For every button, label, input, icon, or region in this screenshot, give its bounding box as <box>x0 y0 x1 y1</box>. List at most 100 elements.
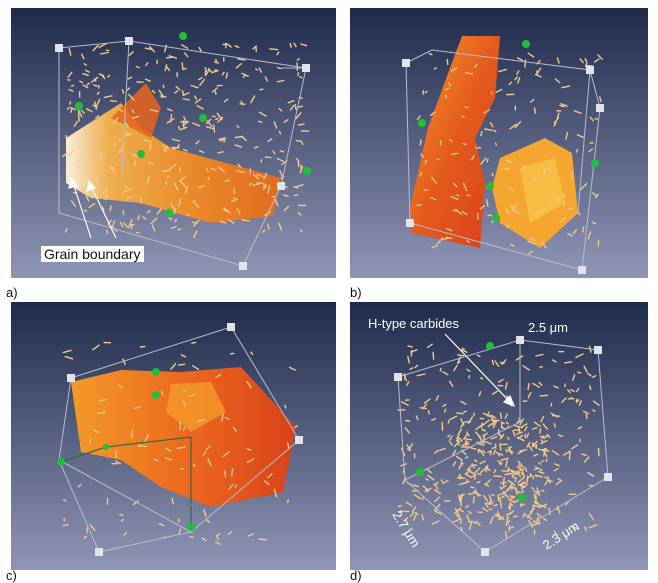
carbide-particle <box>62 151 68 158</box>
carbide-particle <box>406 381 410 386</box>
carbide-particle <box>562 450 572 456</box>
carbide-particle <box>192 122 201 127</box>
carbide-particle <box>141 216 147 220</box>
carbide-particle <box>544 447 549 452</box>
carbide-particle <box>218 166 226 173</box>
carbide-particle <box>288 366 296 371</box>
carbide-particle <box>257 120 263 123</box>
carbide-particle <box>480 422 484 429</box>
carbide-particle <box>250 95 256 104</box>
carbide-particle <box>489 515 494 525</box>
carbide-particle <box>553 385 559 389</box>
carbide-particle <box>287 99 295 104</box>
carbide-particle <box>242 75 246 79</box>
carbide-particle <box>472 495 476 504</box>
carbide-particle <box>111 220 116 229</box>
carbide-particle <box>589 385 592 391</box>
carbide-particle <box>453 440 461 448</box>
carbide-particle <box>162 84 165 89</box>
carbide-particle <box>99 51 110 55</box>
carbide-particle <box>582 226 585 233</box>
carbide-particle <box>79 80 84 84</box>
carbide-particle <box>524 514 533 520</box>
carbide-particle <box>96 98 101 106</box>
carbide-particle <box>505 159 513 163</box>
carbide-particles <box>62 42 310 239</box>
carbide-particle <box>193 230 198 239</box>
carbide-particle <box>273 120 278 129</box>
carbide-particle <box>96 91 100 96</box>
carbide-particle <box>267 138 273 143</box>
carbide-particle <box>498 462 503 466</box>
carbide-particle <box>182 400 186 407</box>
carbide-particle <box>269 48 279 51</box>
carbide-particle <box>221 71 225 76</box>
carbide-particle <box>123 187 132 193</box>
carbide-particle <box>592 409 596 412</box>
carbide-particle <box>119 221 124 228</box>
carbide-particle <box>158 89 165 98</box>
carbide-particle <box>148 45 156 53</box>
carbide-particle <box>86 82 90 86</box>
carbide-particle <box>258 538 268 541</box>
carbide-particle <box>527 391 532 399</box>
carbide-particle <box>412 484 420 488</box>
carbide-particle <box>468 521 473 530</box>
carbide-particle <box>217 151 224 154</box>
h-type-carbides-label: H-type carbides <box>368 316 460 331</box>
carbide-particle <box>88 438 92 444</box>
carbide-particle <box>214 90 217 96</box>
carbide-particle <box>424 159 427 164</box>
carbide-particle <box>532 504 541 508</box>
carbide-particle <box>197 185 205 189</box>
carbide-particle <box>101 188 108 195</box>
carbide-particle <box>166 117 175 124</box>
carbide-particle <box>299 76 303 79</box>
carbide-particle <box>180 354 187 358</box>
carbide-particle <box>121 89 125 94</box>
carbide-particle <box>404 419 411 423</box>
carbide-particle <box>420 153 424 158</box>
carbide-particle <box>413 493 422 500</box>
carbide-particle <box>201 537 207 542</box>
carbide-particle <box>499 433 505 440</box>
carbide-particle <box>424 90 428 94</box>
carbide-particle <box>127 76 133 80</box>
carbide-particle <box>567 232 573 237</box>
carbide-particle <box>194 98 202 104</box>
carbide-particle <box>165 56 173 59</box>
carbide-particle <box>533 468 538 471</box>
carbide-particle <box>64 355 74 360</box>
carbide-particle <box>150 217 158 225</box>
carbide-particle <box>466 240 471 243</box>
carbide-particle <box>89 524 96 532</box>
carbide-particle <box>99 152 102 160</box>
carbide-particle <box>401 401 409 406</box>
carbide-particle <box>459 520 462 525</box>
carbide-particle <box>448 440 453 446</box>
carbide-particle <box>412 512 418 521</box>
carbide-particle <box>516 70 520 76</box>
carbide-particle <box>297 212 302 216</box>
carbide-particle <box>447 419 450 424</box>
carbide-particle <box>246 447 252 452</box>
carbide-particle <box>236 58 246 61</box>
carbide-particle <box>68 149 74 156</box>
carbide-particle <box>182 92 190 96</box>
carbide-particle <box>296 58 301 61</box>
carbide-particle <box>587 471 595 477</box>
carbide-particle <box>69 101 72 105</box>
carbide-particle <box>69 133 74 138</box>
carbide-particle <box>439 447 446 452</box>
carbide-particle <box>474 467 481 474</box>
carbide-particle <box>73 120 79 128</box>
carbide-particle <box>499 412 503 420</box>
carbide-particle <box>439 367 442 372</box>
carbide-particle <box>533 107 537 114</box>
carbide-particle <box>429 111 436 117</box>
carbide-particle <box>522 512 526 518</box>
carbide-particle <box>533 177 538 180</box>
carbide-particle <box>539 394 549 397</box>
carbide-particle <box>272 150 276 155</box>
carbide-particle <box>433 67 438 70</box>
